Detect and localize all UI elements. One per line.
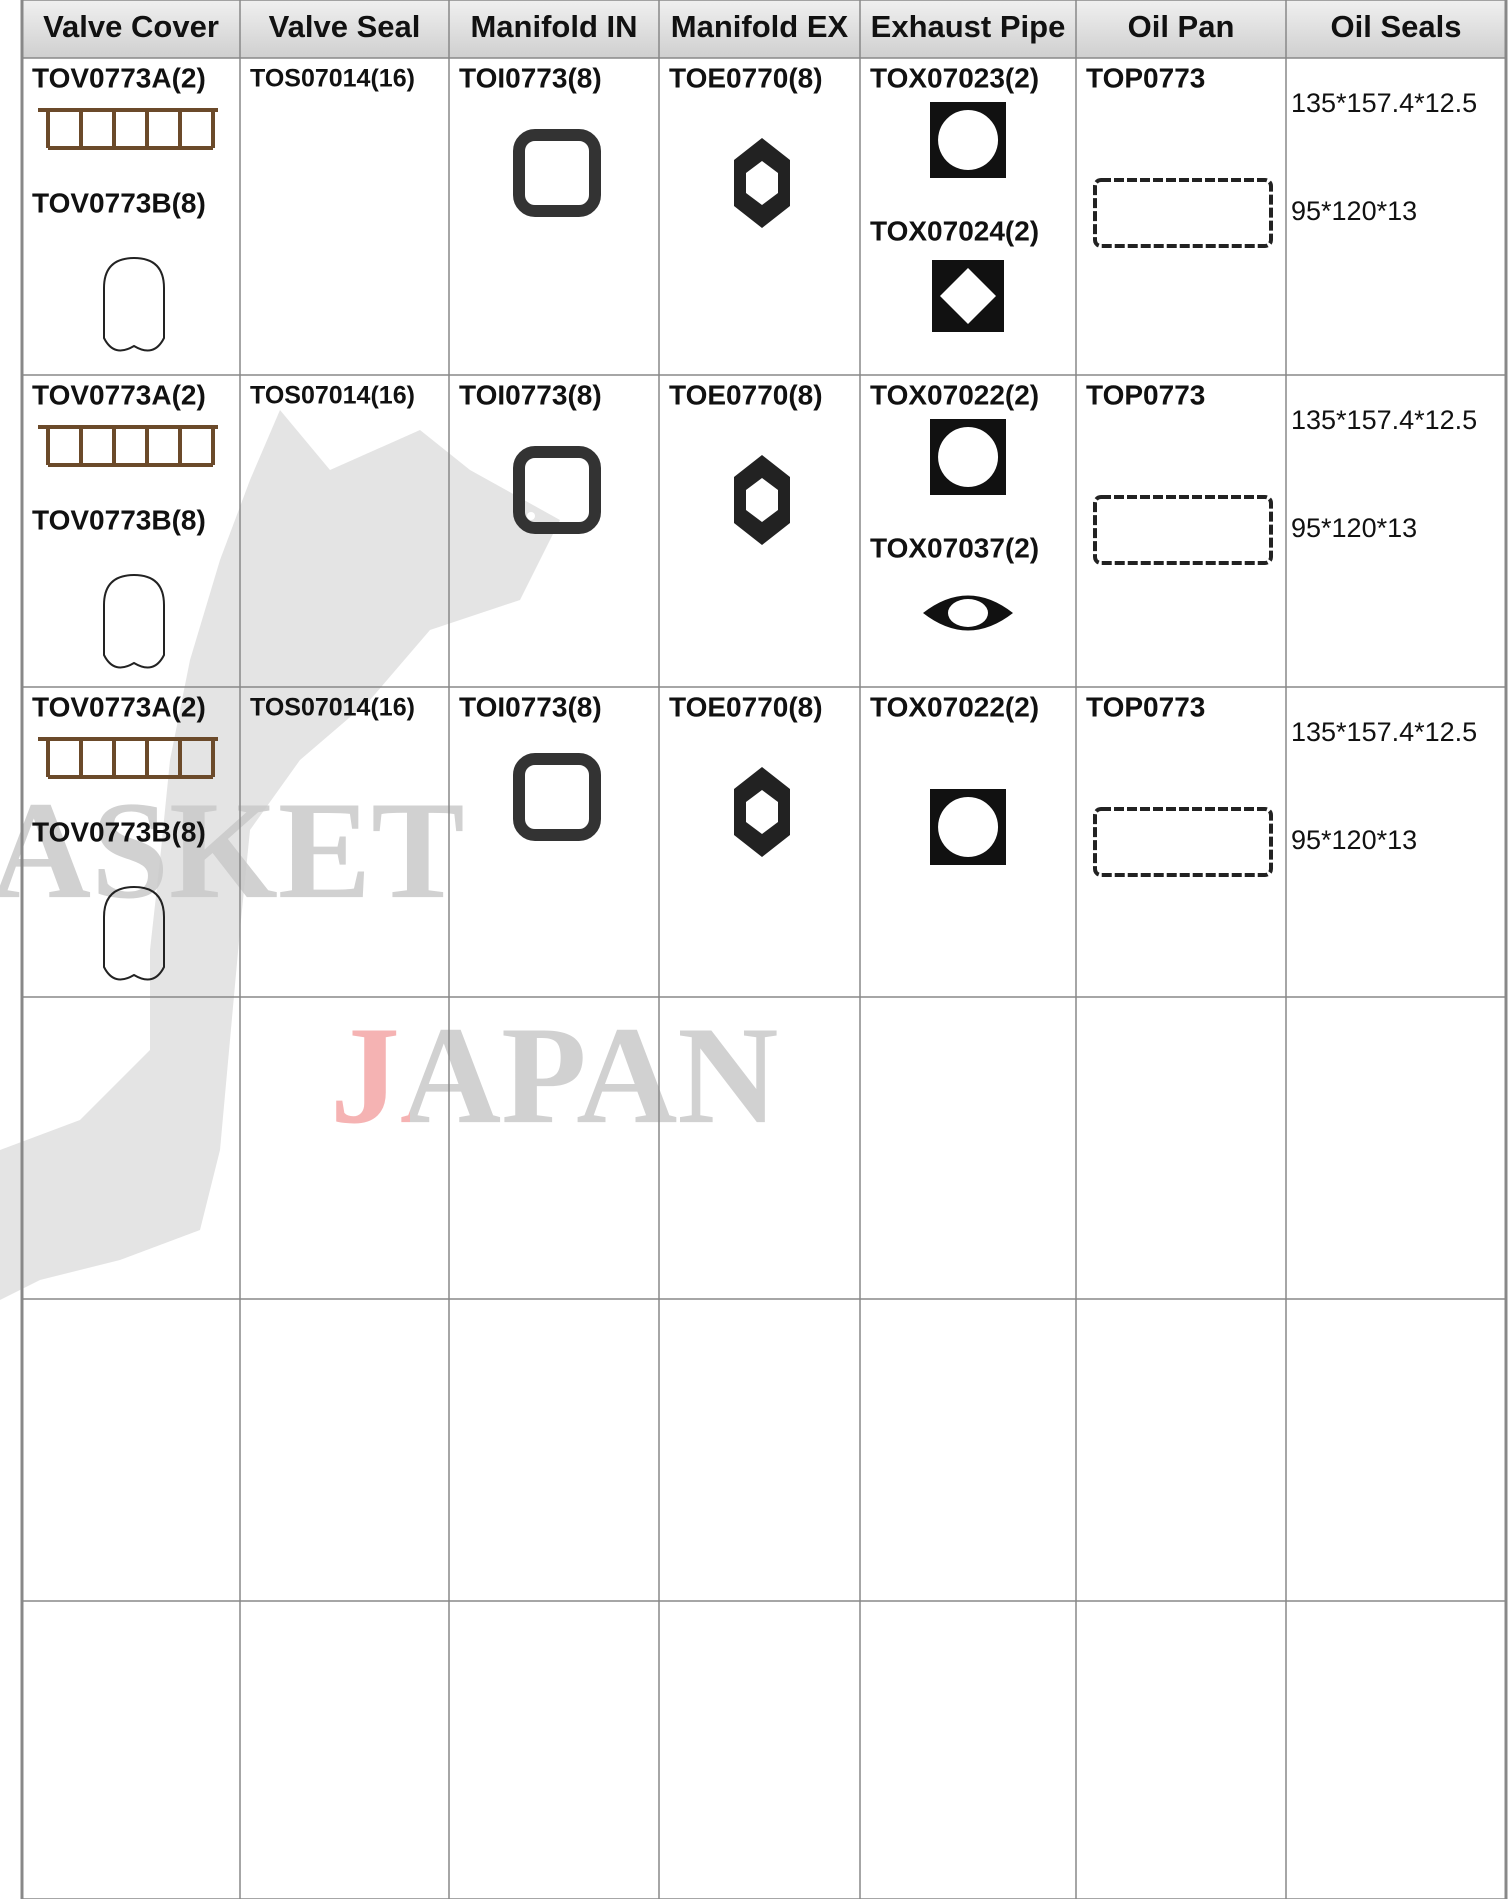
gasket-icon [734,767,790,857]
header-bg [22,0,1506,58]
part-label: TOX07024(2) [870,215,1039,246]
part-label: TOV0773A(2) [32,379,206,410]
part-label: TOP0773 [1086,691,1205,722]
watermark-text: ASKET [0,773,465,928]
part-label: TOS07014(16) [250,65,415,93]
gasket-icon [103,256,165,352]
part-label: TOE0770(8) [669,379,823,410]
gasket-icon [513,129,601,217]
part-label: TOV0773B(8) [32,816,206,847]
part-label: TOX07037(2) [870,532,1039,563]
part-label: TOI0773(8) [459,62,602,93]
gasket-icon [1093,178,1273,248]
part-label: 95*120*13 [1291,196,1417,226]
gasket-icon [579,460,587,468]
gasket-icon [1093,807,1273,877]
gasket-icon [513,753,601,841]
gasket-icon [930,419,1006,495]
gasket-icon [527,819,535,827]
part-label: 135*157.4*12.5 [1291,405,1477,435]
gasket-icon [734,455,790,545]
gasket-icon [38,108,218,150]
gasket-icon [932,260,1004,332]
part-label: TOV0773B(8) [32,504,206,535]
part-label: TOX07022(2) [870,691,1039,722]
gasket-icon [103,885,165,981]
column-header: Valve Seal [269,9,421,44]
gasket-icon [734,138,790,228]
part-label: TOX07023(2) [870,62,1039,93]
part-label: TOE0770(8) [669,62,823,93]
part-label: TOX07022(2) [870,379,1039,410]
column-header: Manifold IN [470,9,637,44]
part-label: TOI0773(8) [459,691,602,722]
column-header: Oil Pan [1128,9,1235,44]
gasket-icon [38,737,218,779]
gasket-icon [930,789,1006,865]
part-label: 135*157.4*12.5 [1291,88,1477,118]
part-label: TOV0773B(8) [32,187,206,218]
gasket-icon [579,767,587,775]
part-label: 95*120*13 [1291,513,1417,543]
gasket-icon [1093,495,1273,565]
gasket-icon [579,143,587,151]
watermark-text: JAPAN [330,998,778,1153]
column-header: Manifold EX [671,9,849,44]
gasket-icon [923,595,1013,631]
part-label: 135*157.4*12.5 [1291,717,1477,747]
watermark: ASKET JAPAN [0,410,778,1300]
part-label: TOE0770(8) [669,691,823,722]
part-label: 95*120*13 [1291,825,1417,855]
part-label: TOV0773A(2) [32,691,206,722]
part-label: TOV0773A(2) [32,62,206,93]
column-header: Exhaust Pipe [871,9,1066,44]
gasket-icon [103,573,165,669]
part-label: TOS07014(16) [250,694,415,722]
column-header: Valve Cover [43,9,219,44]
map-shape [0,410,560,1300]
gasket-icon [527,512,535,520]
part-label: TOI0773(8) [459,379,602,410]
gasket-icon [38,425,218,467]
part-label: TOP0773 [1086,62,1205,93]
gasket-icon [513,446,601,534]
gasket-icon [527,195,535,203]
column-header: Oil Seals [1331,9,1462,44]
gasket-icon [930,102,1006,178]
part-label: TOS07014(16) [250,382,415,410]
part-label: TOP0773 [1086,379,1205,410]
